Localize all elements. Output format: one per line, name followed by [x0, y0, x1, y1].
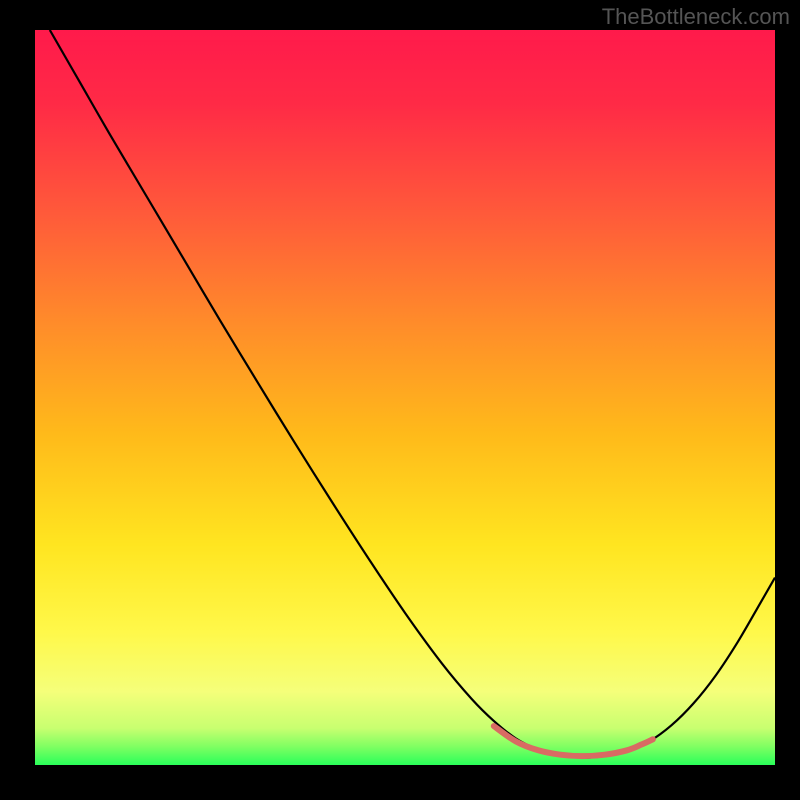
plot-area: [35, 30, 775, 765]
main-curve: [50, 30, 775, 758]
valley-marker: [494, 726, 653, 756]
watermark-text: TheBottleneck.com: [602, 4, 790, 30]
curve-layer: [35, 30, 775, 765]
